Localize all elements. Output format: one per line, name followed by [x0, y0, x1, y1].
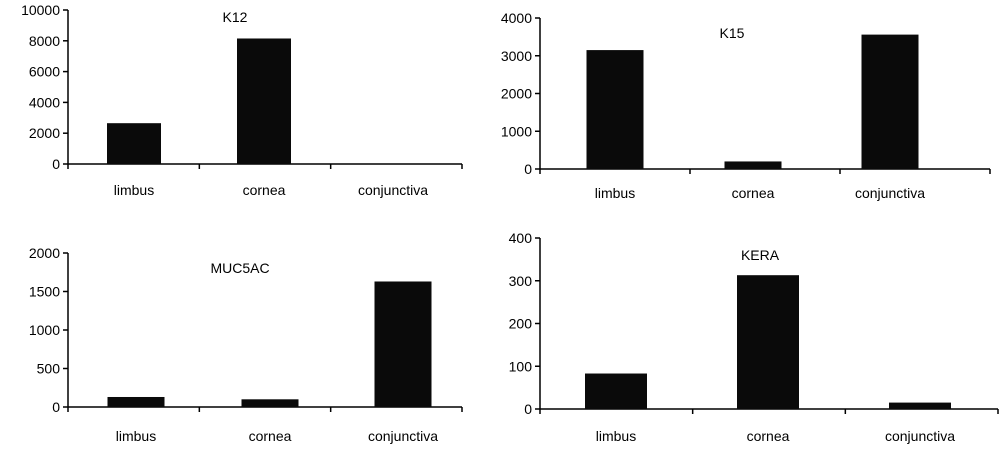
y-tick-label: 0	[524, 161, 532, 177]
y-tick-label: 500	[37, 361, 61, 377]
category-label: cornea	[249, 428, 292, 444]
y-tick-label: 4000	[501, 10, 532, 26]
category-label: cornea	[243, 182, 286, 198]
y-tick-label: 1000	[29, 322, 60, 338]
y-tick-label: 4000	[29, 94, 60, 110]
y-tick-label: 0	[52, 399, 60, 415]
y-tick-label: 200	[509, 316, 533, 332]
chart-panel-k15: 0 1000 2000 3000 4000 limbus cornea conjunctiva…	[501, 10, 991, 201]
category-label: cornea	[747, 428, 790, 444]
bar-conjunctiva	[374, 281, 432, 407]
chart-title: K15	[720, 25, 745, 41]
category-label: conjunctiva	[885, 428, 955, 444]
bar-conjunctiva	[861, 34, 919, 169]
category-label: limbus	[595, 185, 635, 201]
category-label: conjunctiva	[855, 185, 925, 201]
y-tick-label: 1500	[29, 284, 60, 300]
chart-title: KERA	[741, 247, 780, 263]
category-label: limbus	[596, 428, 636, 444]
bar-cornea	[237, 38, 291, 164]
chart-panel-kera: 0 100 200 300 400 limbus cornea conjunctiva KERA	[509, 230, 999, 444]
y-tick-label: 2000	[501, 86, 532, 102]
y-tick-label: 6000	[29, 64, 60, 80]
bar-cornea	[737, 275, 799, 409]
y-tick-label: 2000	[29, 245, 60, 261]
chart-panel-muc5ac: 0 500 1000 1500 2000 limbus cornea conjunctiva M…	[29, 245, 463, 444]
y-tick-label: 0	[524, 401, 532, 417]
category-label: cornea	[732, 185, 775, 201]
bar-cornea	[724, 161, 782, 169]
y-tick-label: 1000	[501, 123, 532, 139]
bar-limbus	[586, 50, 644, 169]
bar-limbus	[107, 123, 161, 164]
y-tick-label: 100	[509, 358, 533, 374]
y-tick-label: 2000	[29, 125, 60, 141]
y-tick-label: 3000	[501, 48, 532, 64]
chart-panel-k12: 0 2000 4000 6000 8000 10000 limbus cornea conjun…	[21, 2, 463, 198]
category-label: limbus	[114, 182, 154, 198]
bar-limbus	[107, 396, 165, 407]
y-tick-label: 8000	[29, 33, 60, 49]
y-tick-label: 400	[509, 230, 533, 246]
bar-conjunctiva	[889, 402, 951, 409]
category-label: conjunctiva	[358, 182, 428, 198]
category-label: conjunctiva	[368, 428, 438, 444]
bar-cornea	[241, 399, 299, 407]
chart-title: MUC5AC	[210, 260, 269, 276]
y-tick-label: 10000	[21, 2, 60, 18]
bar-limbus	[585, 373, 647, 409]
chart-title: K12	[223, 9, 248, 25]
y-tick-label: 300	[509, 273, 533, 289]
category-label: limbus	[116, 428, 156, 444]
y-tick-label: 0	[52, 156, 60, 172]
